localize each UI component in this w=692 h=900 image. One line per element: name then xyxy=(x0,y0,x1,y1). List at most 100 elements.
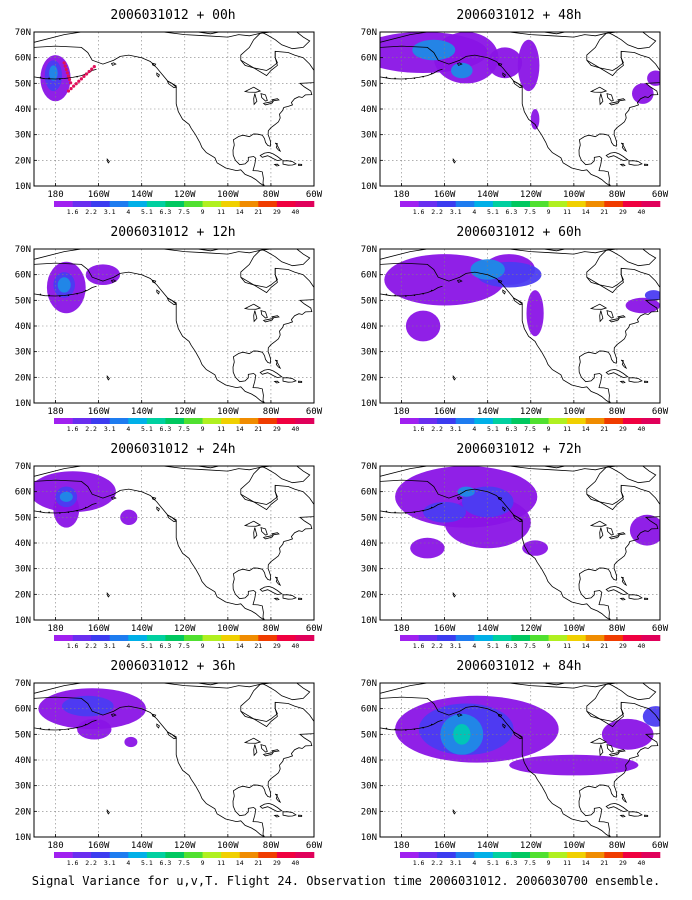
island-dot xyxy=(413,728,416,730)
variance-region xyxy=(120,509,138,525)
colorbar-swatch xyxy=(202,201,222,207)
colorbar-swatch xyxy=(585,418,605,424)
lat-label: 10N xyxy=(15,616,31,626)
island-dot xyxy=(405,295,407,297)
colorbar-label: 29 xyxy=(619,642,627,650)
lon-label: 100W xyxy=(217,407,239,417)
island-coastal xyxy=(498,713,503,718)
colorbar-swatch xyxy=(109,852,129,858)
colorbar-label: 11 xyxy=(217,425,225,433)
colorbar-swatch xyxy=(604,201,624,207)
island-dot xyxy=(84,723,87,726)
great-lake xyxy=(262,535,275,540)
island-dot xyxy=(84,506,87,509)
island-coastal xyxy=(152,62,157,67)
lat-label: 50N xyxy=(361,296,377,306)
island-caribbean xyxy=(106,592,110,598)
great-lake xyxy=(617,98,626,102)
lat-label: 20N xyxy=(361,590,377,600)
colorbar-swatch xyxy=(437,635,456,641)
coastline-hudson xyxy=(240,51,278,71)
lon-label: 120W xyxy=(520,841,542,851)
colorbar-label: 11 xyxy=(217,859,225,867)
colorbar-swatch xyxy=(548,852,568,858)
variance-region xyxy=(509,754,639,776)
colorbar-label: 29 xyxy=(273,425,281,433)
colorbar-label: 4 xyxy=(126,208,130,216)
variance-region xyxy=(412,39,456,61)
colorbar-swatch xyxy=(165,635,185,641)
coastline-gulf xyxy=(232,144,265,186)
colorbar-label: 3.1 xyxy=(450,859,462,867)
island-arctic xyxy=(196,466,221,469)
coastline-gulf xyxy=(578,578,611,620)
observation-point xyxy=(65,71,69,75)
lat-label: 70N xyxy=(15,462,31,472)
colorbar-label: 29 xyxy=(619,425,627,433)
lat-label: 60N xyxy=(15,705,31,715)
variance-region xyxy=(642,706,660,727)
lon-label: 120W xyxy=(174,190,196,200)
island-coastal xyxy=(502,723,506,729)
colorbar-label: 21 xyxy=(254,859,262,867)
map-content xyxy=(380,32,660,186)
island-caribbean xyxy=(282,160,297,166)
colorbar-label: 6.3 xyxy=(506,859,518,867)
island-dot xyxy=(385,293,388,296)
map-content xyxy=(380,674,660,837)
coastline-pacific xyxy=(34,479,265,620)
observation-point xyxy=(90,67,94,71)
island-coastal xyxy=(512,297,524,306)
colorbar-swatch xyxy=(511,201,531,207)
colorbar-swatch xyxy=(221,201,240,207)
coastline-gulf xyxy=(578,144,611,186)
coastline-hudson xyxy=(240,485,278,505)
colorbar-label: 5.1 xyxy=(141,859,153,867)
island-dot xyxy=(430,723,433,726)
coastline-gulf xyxy=(232,361,265,403)
island-arctic xyxy=(572,674,591,682)
colorbar-label: 2.2 xyxy=(431,208,443,216)
island-dot xyxy=(430,506,433,509)
island-caribbean xyxy=(298,597,303,600)
great-lake xyxy=(253,310,258,323)
variance-region xyxy=(632,83,654,104)
colorbar-label: 14 xyxy=(236,642,244,650)
colorbar-label: 2.2 xyxy=(85,425,97,433)
island-coastal xyxy=(512,514,524,523)
colorbar-label: 2.2 xyxy=(431,859,443,867)
variance-region xyxy=(453,724,471,745)
observation-point xyxy=(92,65,96,69)
colorbar-label: 4 xyxy=(472,208,476,216)
coastline-gulf xyxy=(578,795,611,837)
colorbar-swatch xyxy=(604,852,624,858)
colorbar-swatch xyxy=(400,635,419,641)
colorbar-swatch xyxy=(146,418,166,424)
lat-label: 60N xyxy=(361,271,377,281)
lat-label: 50N xyxy=(15,296,31,306)
lon-label: 180 xyxy=(393,624,409,634)
observation-point xyxy=(79,77,83,81)
island-coastal xyxy=(456,496,463,500)
map-12h: 10N 20N 30N 40N 50N 60N 70N 180 160W 140W 120W 100W… xyxy=(15,245,323,433)
island-dot xyxy=(405,78,407,80)
island-caribbean xyxy=(298,380,303,383)
island-caribbean xyxy=(274,576,282,587)
colorbar-swatch xyxy=(295,201,315,207)
variance-region xyxy=(629,514,660,546)
island-dot xyxy=(394,294,396,297)
lon-label: 80W xyxy=(263,190,280,200)
lon-label: 140W xyxy=(131,190,153,200)
great-lake xyxy=(589,520,608,527)
colorbar-swatch xyxy=(109,201,129,207)
colorbar-swatch xyxy=(91,635,110,641)
colorbar-swatch xyxy=(202,418,222,424)
lon-label: 140W xyxy=(477,407,499,417)
lat-label: 50N xyxy=(361,513,377,523)
colorbar-swatch xyxy=(418,852,438,858)
lon-label: 120W xyxy=(174,624,196,634)
observation-point xyxy=(72,84,76,88)
coastline-gulf xyxy=(578,361,611,403)
colorbar-label: 29 xyxy=(273,208,281,216)
great-lake xyxy=(617,315,626,319)
